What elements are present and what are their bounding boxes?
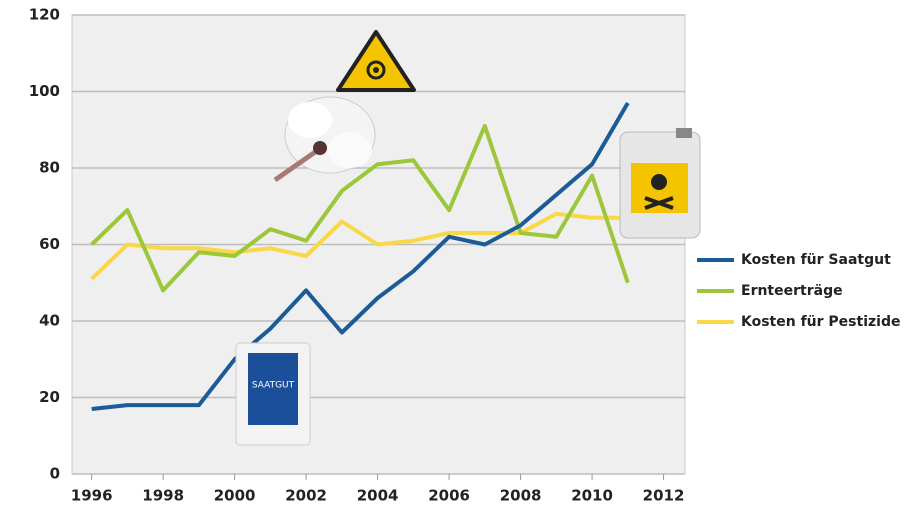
- x-tick-label: 2000: [214, 487, 256, 505]
- cotton-icon: [273, 96, 376, 183]
- biohazard-icon: [336, 30, 416, 92]
- seed-bag-label: SAATGUT: [252, 381, 295, 391]
- x-tick-label: 2010: [571, 487, 613, 505]
- x-tick-label: 2008: [500, 487, 542, 505]
- x-tick-label: 2004: [357, 487, 399, 505]
- series-line: [91, 101, 630, 411]
- y-tick-label: 0: [50, 465, 60, 483]
- y-tick-label: 20: [39, 388, 60, 406]
- canister-icon: [619, 128, 701, 239]
- y-tick-label: 100: [29, 82, 60, 100]
- x-tick-label: 2002: [285, 487, 327, 505]
- legend-label: Ernteerträge: [741, 283, 843, 299]
- x-tick-label: 1996: [71, 487, 113, 505]
- seed-bag-icon: SAATGUT: [235, 342, 311, 446]
- legend-label: Kosten für Pestizide: [741, 314, 900, 330]
- x-tick-label: 2012: [643, 487, 685, 505]
- y-tick-label: 120: [29, 6, 60, 24]
- legend-label: Kosten für Saatgut: [741, 252, 891, 268]
- series-line: [90, 211, 628, 281]
- y-tick-label: 80: [39, 159, 60, 177]
- x-tick-label: 2006: [428, 487, 470, 505]
- y-tick-label: 60: [39, 235, 60, 253]
- series-line: [90, 123, 630, 293]
- x-tick-label: 1998: [142, 487, 184, 505]
- y-tick-label: 40: [39, 312, 60, 330]
